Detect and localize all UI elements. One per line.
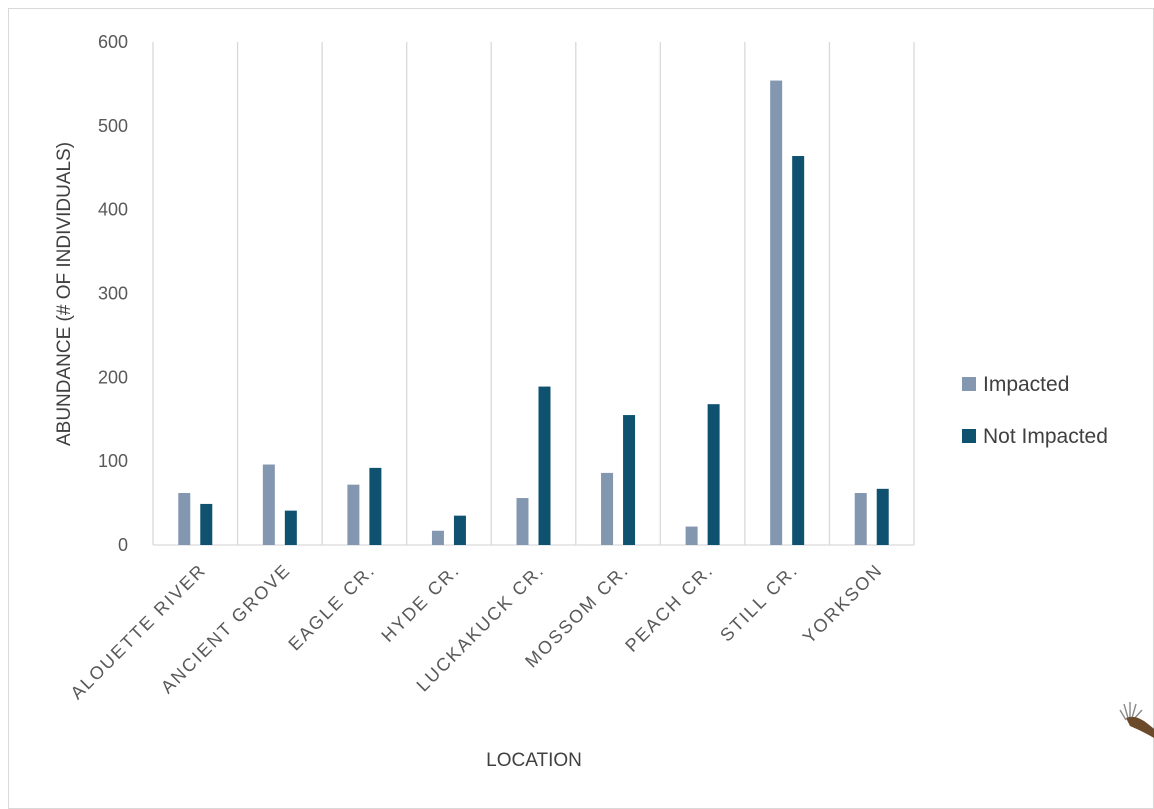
y-tick-label: 500	[98, 116, 128, 136]
y-tick-label: 400	[98, 200, 128, 220]
bars	[178, 80, 889, 546]
x-category-label: HYDE CR.	[377, 560, 463, 646]
y-tick-label: 100	[98, 451, 128, 471]
bar-not-impacted	[876, 488, 889, 545]
bar-impacted	[601, 472, 614, 545]
chart-frame	[8, 8, 1154, 809]
x-category-label: PEACH CR.	[621, 560, 717, 656]
bar-not-impacted	[200, 503, 213, 545]
bar-not-impacted	[369, 467, 382, 545]
bar-not-impacted	[792, 156, 805, 545]
bar-not-impacted	[453, 515, 466, 545]
gridlines	[152, 42, 915, 546]
bar-not-impacted	[284, 510, 297, 545]
hummingbird-icon	[1119, 702, 1154, 738]
y-tick-label: 200	[98, 367, 128, 387]
bar-not-impacted	[623, 415, 636, 545]
bar-impacted	[685, 526, 698, 545]
legend-label-impacted: Impacted	[983, 373, 1069, 396]
y-axis-title: ABUNDANCE (# OF INDIVIDUALS)	[54, 142, 75, 446]
bar-not-impacted	[538, 386, 551, 545]
y-tick-label: 0	[118, 535, 128, 555]
bar-impacted	[516, 498, 529, 545]
x-category-label: EAGLE CR.	[284, 560, 379, 655]
legend: Impacted Not Impacted	[962, 373, 1108, 448]
x-axis-title: LOCATION	[486, 750, 582, 771]
x-category-label: ALOUETTE RIVER	[67, 560, 211, 704]
bar-impacted	[854, 493, 867, 545]
bar-impacted	[431, 530, 444, 545]
legend-swatch-not-impacted	[962, 429, 976, 443]
bar-impacted	[178, 493, 191, 545]
legend-label-not-impacted: Not Impacted	[983, 425, 1108, 448]
x-category-label: STILL CR.	[716, 560, 802, 646]
y-axis-ticks: 0 100 200 300 400 500 600	[98, 32, 128, 555]
legend-swatch-impacted	[962, 377, 976, 391]
y-tick-label: 300	[98, 284, 128, 304]
bar-impacted	[262, 464, 275, 545]
x-category-label: YORKSON	[799, 560, 887, 648]
bar-not-impacted	[707, 404, 720, 545]
bar-impacted	[347, 484, 360, 545]
y-tick-label: 600	[98, 32, 128, 52]
bar-impacted	[770, 80, 783, 546]
